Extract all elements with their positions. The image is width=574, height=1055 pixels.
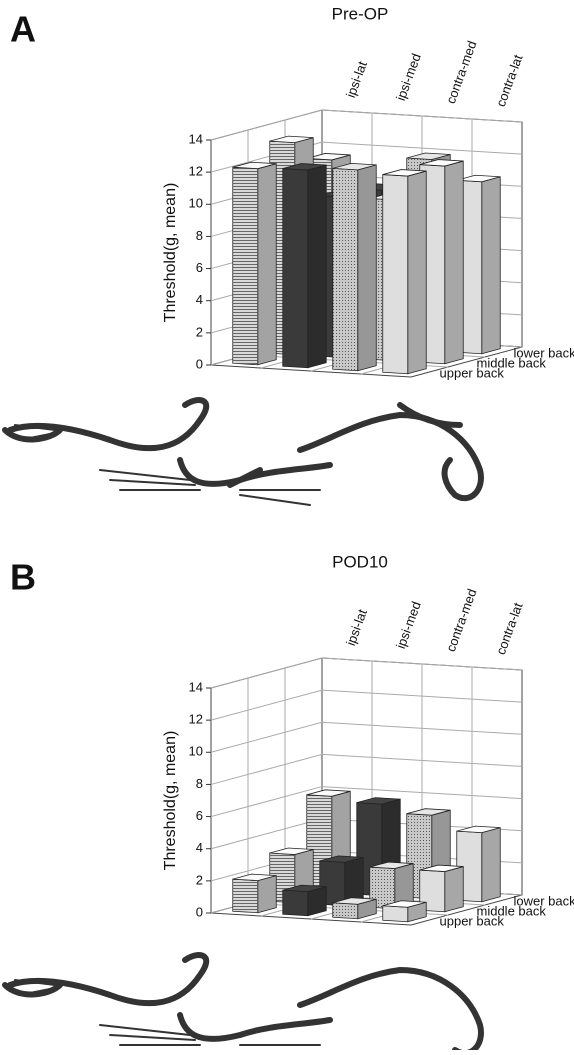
column-label: ipsi-med bbox=[393, 51, 424, 102]
bar-side bbox=[258, 164, 277, 365]
y-tick-label: 12 bbox=[189, 164, 203, 179]
bar-front bbox=[283, 169, 308, 368]
y-tick-label: 12 bbox=[189, 712, 203, 727]
bar-side bbox=[482, 177, 501, 354]
y-tick-label: 8 bbox=[196, 776, 203, 791]
mouse-drawing bbox=[5, 400, 481, 505]
y-tick-label: 0 bbox=[196, 356, 203, 371]
column-label: ipsi-lat bbox=[343, 59, 370, 100]
bar-side bbox=[445, 867, 464, 912]
bar-side bbox=[408, 171, 427, 374]
column-label: ipsi-lat bbox=[343, 607, 370, 648]
bar-front bbox=[383, 906, 408, 922]
y-tick-label: 4 bbox=[196, 840, 203, 855]
charts: 0 2 4 6 8 10 12 14 Threshold(g, mean) ipsi-lat ips… bbox=[10, 4, 574, 928]
bar-front bbox=[283, 890, 308, 916]
bar-front bbox=[383, 175, 408, 374]
column-label: contra-lat bbox=[493, 600, 526, 656]
bar-pattern bbox=[233, 167, 258, 365]
panel-label: B bbox=[10, 557, 36, 598]
y-tick-label: 0 bbox=[196, 904, 203, 919]
y-tick-label: 14 bbox=[189, 131, 203, 146]
y-axis-label: Threshold(g, mean) bbox=[162, 731, 179, 871]
y-axis-label: Threshold(g, mean) bbox=[162, 183, 179, 323]
column-label: contra-med bbox=[443, 39, 480, 106]
row-label: lower back bbox=[514, 893, 574, 908]
bar-pattern bbox=[233, 879, 258, 913]
y-tick-label: 6 bbox=[196, 260, 203, 275]
bar-pattern bbox=[333, 903, 358, 919]
bar-side bbox=[445, 161, 464, 364]
panel-label: A bbox=[10, 9, 36, 50]
y-tick-label: 4 bbox=[196, 292, 203, 307]
row-label: lower back bbox=[514, 345, 574, 360]
chart-title: Pre-OP bbox=[332, 4, 389, 23]
y-tick-label: 6 bbox=[196, 808, 203, 823]
bar-side bbox=[308, 165, 327, 368]
chart-title: POD10 bbox=[332, 552, 388, 571]
y-tick-label: 10 bbox=[189, 196, 203, 211]
column-label: contra-med bbox=[443, 587, 480, 654]
y-tick-label: 2 bbox=[196, 872, 203, 887]
column-label: ipsi-med bbox=[393, 599, 424, 650]
y-tick-label: 10 bbox=[189, 744, 203, 759]
column-label: contra-lat bbox=[493, 52, 526, 108]
y-tick-label: 2 bbox=[196, 324, 203, 339]
bar-pattern bbox=[333, 168, 358, 370]
mouse-drawing bbox=[5, 955, 481, 1050]
y-tick-label: 14 bbox=[189, 679, 203, 694]
bar-side bbox=[358, 165, 377, 371]
bar-side bbox=[482, 828, 501, 902]
bar-side bbox=[258, 876, 277, 913]
y-tick-label: 8 bbox=[196, 228, 203, 243]
